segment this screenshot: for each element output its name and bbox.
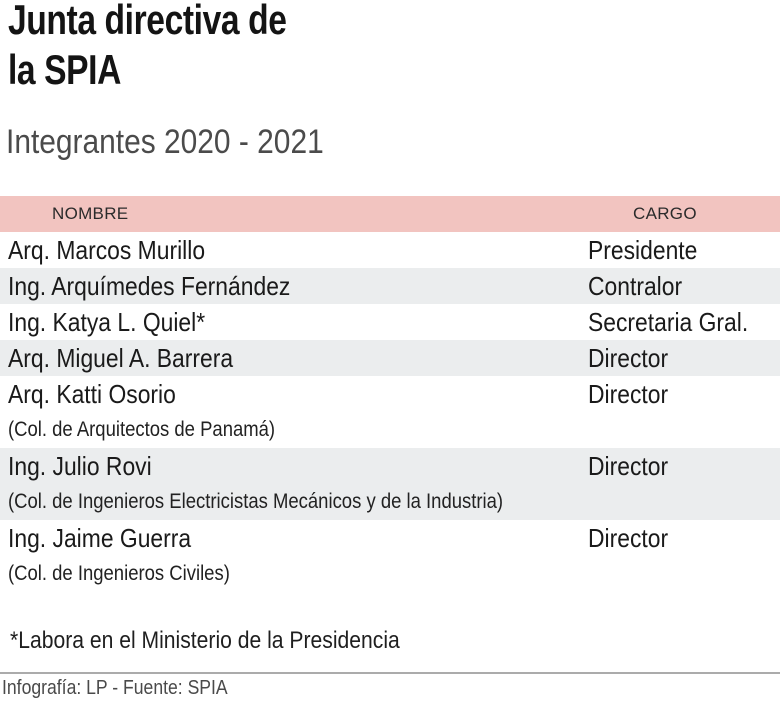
page-title-line-1: Junta directiva de	[8, 0, 287, 43]
member-name: Ing. Jaime Guerra	[8, 522, 192, 553]
member-role: Secretaria Gral.	[588, 306, 749, 337]
member-role: Contralor	[588, 270, 683, 301]
table-row: Ing. Jaime Guerra Director (Col. de Inge…	[0, 520, 780, 592]
member-name: Arq. Marcos Murillo	[8, 234, 206, 265]
page-title: Junta directiva de la SPIA	[0, 0, 780, 95]
credits-footer: Infografía: LP - Fuente: SPIA Infografía…	[0, 672, 780, 703]
member-affiliation: (Col. de Ingenieros Civiles)	[8, 562, 230, 585]
page-title-line-2: la SPIA	[8, 46, 121, 93]
member-name: Arq. Katti Osorio	[8, 378, 176, 409]
board-members-table: NOMBRE CARGO Arq. Marcos Murillo Preside…	[0, 196, 780, 592]
table-row: Arq. Miguel A. Barrera Director	[0, 340, 780, 376]
member-role: Director	[588, 342, 669, 373]
member-affiliation: (Col. de Ingenieros Electricistas Mecáni…	[8, 490, 504, 513]
column-header-cargo: CARGO	[633, 204, 697, 223]
member-role: Director	[588, 450, 669, 481]
footnote: *Labora en el Ministerio de la Presidenc…	[10, 627, 400, 654]
member-name: Ing. Julio Rovi	[8, 450, 152, 481]
member-name: Ing. Katya L. Quiel*	[8, 306, 206, 337]
table-row: Ing. Julio Rovi Director (Col. de Ingeni…	[0, 448, 780, 520]
member-role: Director	[588, 522, 669, 553]
table-row: Ing. Arquímedes Fernández Contralor	[0, 268, 780, 304]
table-row: Arq. Marcos Murillo Presidente	[0, 232, 780, 268]
member-role: Director	[588, 378, 669, 409]
member-affiliation: (Col. de Arquitectos de Panamá)	[8, 418, 276, 441]
table-header-row: NOMBRE CARGO	[0, 196, 780, 232]
page-subtitle: Integrantes 2020 - 2021	[6, 123, 324, 161]
member-role: Presidente	[588, 234, 698, 265]
column-header-nombre: NOMBRE	[52, 204, 129, 223]
table-row: Arq. Katti Osorio Director (Col. de Arqu…	[0, 376, 780, 448]
member-name: Arq. Miguel A. Barrera	[8, 342, 234, 373]
table-body: Arq. Marcos Murillo Presidente Ing. Arqu…	[0, 232, 780, 592]
credits-line: Infografía: LP - Fuente: SPIA	[2, 677, 228, 699]
table-row: Ing. Katya L. Quiel* Secretaria Gral.	[0, 304, 780, 340]
member-name: Ing. Arquímedes Fernández	[8, 270, 291, 301]
